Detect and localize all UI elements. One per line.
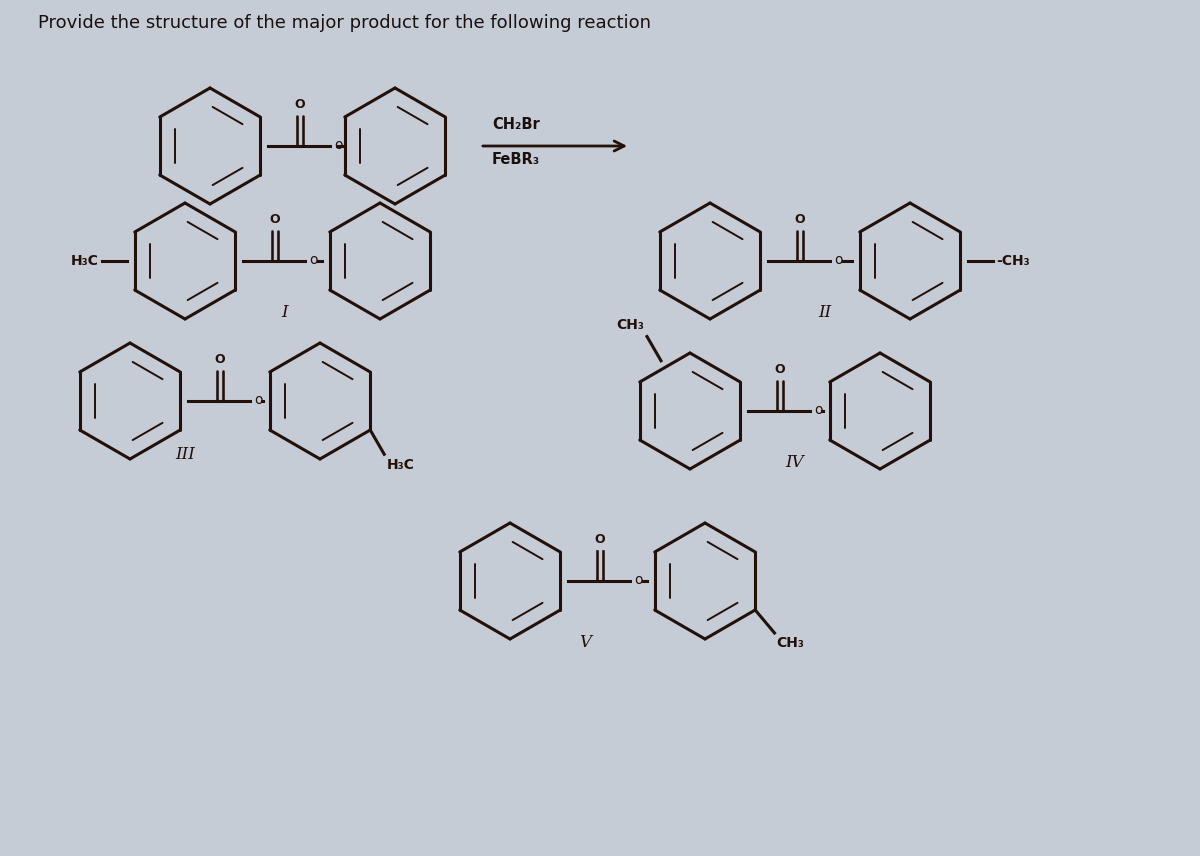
Text: O: O [775,363,785,376]
Text: CH₃: CH₃ [616,318,644,331]
Text: IV: IV [786,454,804,471]
Text: o: o [834,253,842,267]
Text: V: V [580,634,592,651]
Text: H₃C: H₃C [71,254,98,268]
Text: O: O [215,353,226,366]
Text: H₃C: H₃C [388,458,415,473]
Text: O: O [295,98,305,111]
Text: Provide the structure of the major product for the following reaction: Provide the structure of the major produ… [38,14,650,32]
Text: o: o [814,403,822,417]
Text: -CH₃: -CH₃ [996,254,1030,268]
Text: O: O [794,213,805,226]
Text: o: o [310,253,318,267]
Text: O: O [270,213,281,226]
Text: CH₃: CH₃ [776,636,804,650]
Text: o: o [634,573,642,587]
Text: o: o [254,393,263,407]
Text: I: I [282,304,288,321]
Text: FeBR₃: FeBR₃ [492,152,540,167]
Text: CH₂Br: CH₂Br [492,117,540,132]
Text: III: III [175,446,194,463]
Text: O: O [595,533,605,546]
Text: II: II [818,304,832,321]
Text: o: o [334,138,342,152]
